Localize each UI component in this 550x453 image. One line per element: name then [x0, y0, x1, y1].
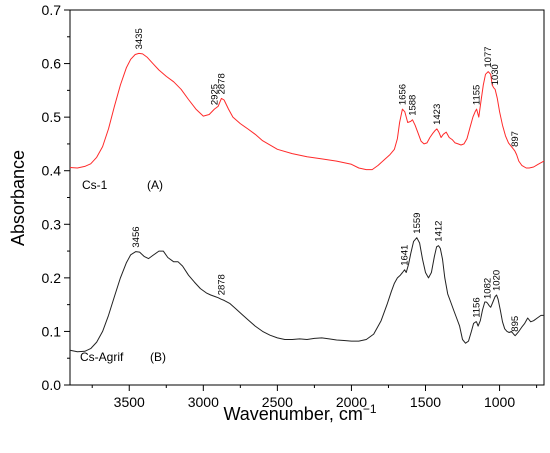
peak-label: 1423	[432, 104, 443, 125]
peak-label: 1077	[483, 46, 494, 67]
peak-label: 1020	[492, 270, 503, 291]
peak-label: 3435	[134, 28, 145, 49]
peak-label: 897	[510, 131, 521, 147]
x-tick-label: 3500	[114, 394, 145, 410]
y-tick-label: 0.0	[42, 377, 62, 393]
peak-label: 2878	[216, 73, 227, 94]
peak-label: 1030	[490, 64, 501, 85]
peak-label: 1559	[412, 213, 423, 234]
y-tick-label: 0.7	[42, 2, 62, 18]
peak-label: 1082	[482, 278, 493, 299]
series-line-1	[69, 237, 544, 353]
x-tick-label: 3000	[188, 394, 219, 410]
y-tick-label: 0.4	[42, 163, 62, 179]
y-axis-title: Absorbance	[8, 150, 28, 246]
series-label-cs-1: Cs-1	[82, 178, 108, 192]
series-tag-b: (B)	[150, 350, 166, 364]
y-tick-label: 0.6	[42, 56, 62, 72]
y-tick-label: 0.1	[42, 323, 62, 339]
series-tag-a: (A)	[147, 178, 163, 192]
x-axis: 3500 3000 2500 2000 1500 1000	[91, 385, 538, 410]
peak-label: 3456	[131, 226, 142, 247]
peak-label: 895	[510, 316, 521, 332]
peak-label: 2925	[209, 84, 220, 105]
series-label-cs-agrif: Cs-Agrif	[80, 350, 124, 364]
peak-label: 1588	[408, 95, 419, 116]
x-axis-title-superscript: −1	[363, 402, 377, 416]
x-tick-label: 1500	[410, 394, 441, 410]
series-layer	[69, 52, 545, 353]
x-tick-label: 1000	[484, 394, 515, 410]
x-tick-label: 2000	[336, 394, 367, 410]
peak-label: 1155	[472, 85, 483, 105]
peak-label: 2878	[216, 274, 227, 295]
x-axis-title-text: Wavenumber, cm	[223, 404, 362, 424]
x-axis-title: Wavenumber, cm−1	[223, 402, 376, 424]
peak-label: 1156	[472, 297, 483, 317]
peak-label: 1641	[400, 245, 411, 266]
y-tick-label: 0.3	[42, 216, 62, 232]
plot-frame	[69, 9, 545, 386]
y-axis: 0.0 0.1 0.2 0.3 0.4 0.5 0.6 0.7	[42, 2, 70, 393]
peak-label: 1412	[434, 221, 445, 242]
y-tick-label: 0.2	[42, 270, 62, 286]
x-tick-label: 2500	[262, 394, 293, 410]
series-line-0	[69, 52, 545, 171]
y-tick-label: 0.5	[42, 109, 62, 125]
peak-label: 1656	[397, 84, 408, 105]
